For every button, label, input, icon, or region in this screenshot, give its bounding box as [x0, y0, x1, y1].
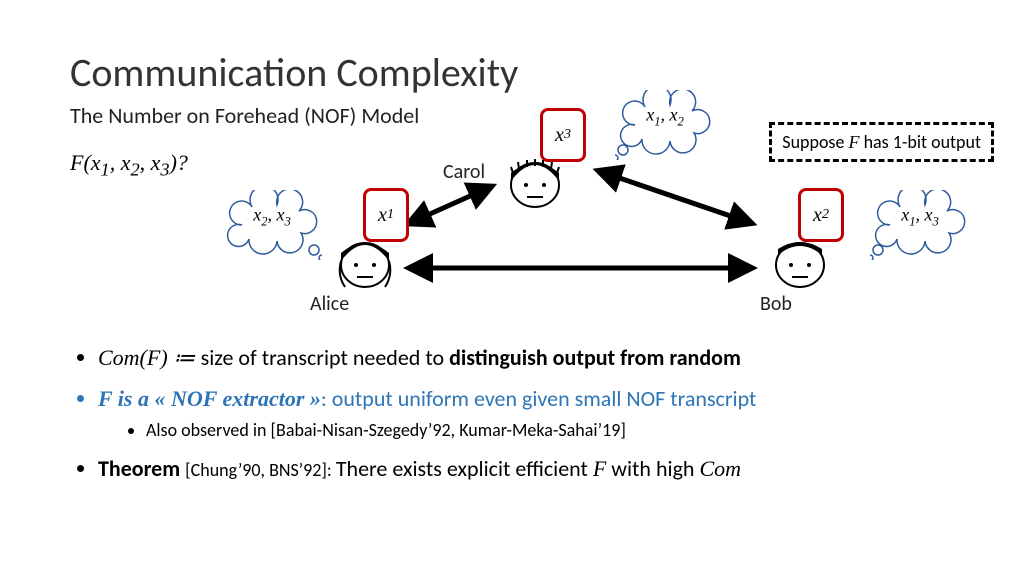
bullet-3: Theorem [Chung’90, BNS’92]: There exists… [98, 451, 978, 486]
b3-mid2: with high [606, 455, 699, 482]
bullet-2: F is a « NOF extractor »: output uniform… [98, 381, 978, 445]
b1-lhs: Com(F) ≔ [98, 345, 201, 370]
bob-thought-cloud: x1, x3 [870, 190, 970, 246]
alice-thought-cloud: x2, x3 [222, 190, 322, 246]
carol-cloud-text: x1, x2 [646, 105, 684, 130]
face-icon [505, 155, 565, 210]
bob-card: x2 [798, 188, 844, 242]
bullet-2-sub: Also observed in [Babai-Nisan-Szegedy’92… [146, 416, 978, 445]
face-icon [770, 235, 830, 290]
alice-label: Alice [310, 292, 349, 316]
bob-label: Bob [760, 292, 792, 316]
carol-card: x3 [540, 108, 586, 162]
b1-mid: size of transcript needed to [201, 344, 449, 371]
b3-com: Com [699, 456, 741, 481]
b3-f: F [593, 456, 606, 481]
carol-face [505, 155, 565, 210]
b3-bold: Theorem [98, 455, 185, 482]
carol-thought-cloud: x1, x2 [615, 90, 715, 146]
b3-mid: There exists explicit efficient [336, 455, 593, 482]
bullet-list: Com(F) ≔ size of transcript needed to di… [78, 340, 978, 492]
b2-blue-bold: F is a « NOF extractor » [98, 386, 321, 411]
b3-cite: [Chung’90, BNS’92]: [185, 459, 336, 481]
carol-label: Carol [443, 160, 485, 184]
bob-face [770, 235, 830, 290]
arrow-alice-carol [412, 188, 488, 222]
alice-face [335, 235, 395, 290]
bob-cloud-text: x1, x3 [901, 205, 939, 230]
b2-rest: : output uniform even given small NOF tr… [321, 385, 757, 412]
arrow-bob-carol [602, 172, 748, 222]
alice-cloud-text: x2, x3 [253, 205, 291, 230]
bullet-1: Com(F) ≔ size of transcript needed to di… [98, 340, 978, 375]
alice-card: x1 [363, 188, 409, 242]
b1-bold: distinguish output from random [449, 344, 741, 371]
face-icon [335, 235, 395, 290]
slide: Communication Complexity The Number on F… [0, 0, 1024, 576]
